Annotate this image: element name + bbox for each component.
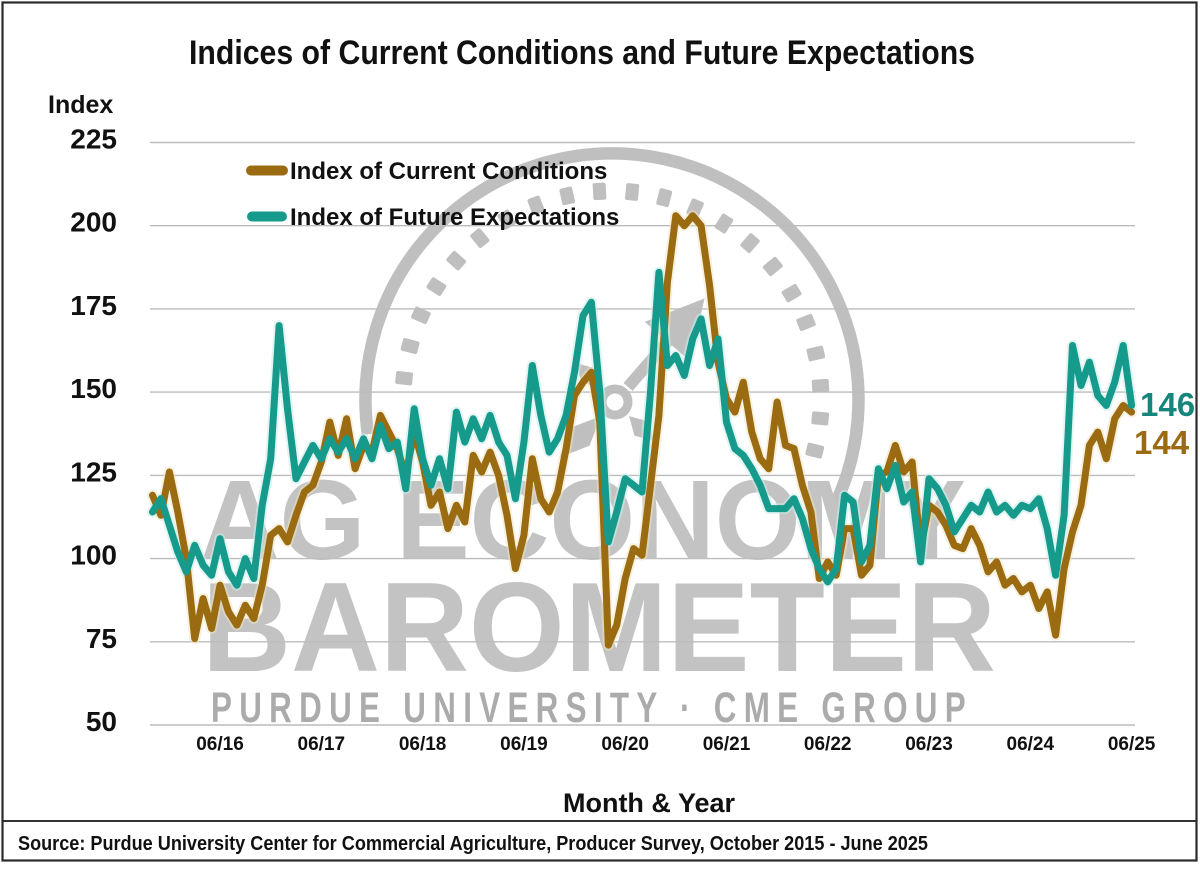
svg-text:06/17: 06/17	[298, 734, 346, 755]
svg-text:200: 200	[70, 207, 117, 238]
svg-text:06/25: 06/25	[1108, 734, 1156, 755]
svg-text:Month & Year: Month & Year	[563, 788, 736, 818]
svg-text:50: 50	[86, 706, 117, 737]
svg-text:06/18: 06/18	[399, 734, 447, 755]
svg-text:146: 146	[1140, 386, 1195, 423]
svg-text:06/23: 06/23	[905, 734, 953, 755]
svg-text:100: 100	[70, 540, 117, 571]
svg-text:06/24: 06/24	[1007, 734, 1055, 755]
svg-text:Index: Index	[48, 91, 113, 119]
svg-text:BAROMETER: BAROMETER	[202, 556, 996, 698]
svg-text:Index of Future Expectations: Index of Future Expectations	[290, 204, 619, 231]
svg-text:06/22: 06/22	[804, 734, 852, 755]
svg-text:Source: Purdue University Cent: Source: Purdue University Center for Com…	[18, 833, 928, 855]
svg-text:144: 144	[1134, 424, 1190, 461]
svg-text:06/21: 06/21	[703, 734, 751, 755]
svg-text:225: 225	[70, 124, 117, 155]
svg-text:75: 75	[86, 623, 117, 654]
svg-text:175: 175	[70, 290, 117, 321]
svg-text:PURDUE UNIVERSITY · CME GROUP: PURDUE UNIVERSITY · CME GROUP	[211, 683, 973, 731]
svg-text:Indices of Current Conditions: Indices of Current Conditions and Future…	[189, 34, 975, 72]
svg-text:06/16: 06/16	[196, 734, 244, 755]
svg-text:150: 150	[70, 373, 117, 404]
svg-text:Index of Current Conditions: Index of Current Conditions	[290, 158, 607, 185]
svg-text:06/20: 06/20	[601, 734, 649, 755]
svg-text:125: 125	[70, 456, 117, 487]
svg-text:06/19: 06/19	[500, 734, 548, 755]
